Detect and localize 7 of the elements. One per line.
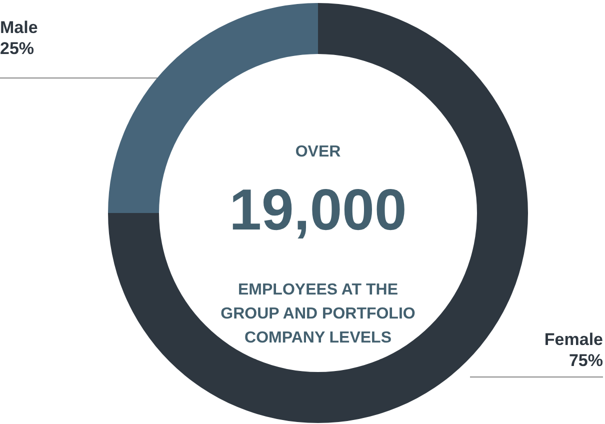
slice-label: Female [544,330,603,349]
data-label: 25% [0,39,34,58]
text: 19,000 [229,178,407,242]
text: EMPLOYEES AT THE GROUP AND PORTFOLIO COMPANY LEVELS [220,282,416,346]
text: OVER [295,144,342,160]
data-label: 75% [568,351,603,370]
slice-label: Male [0,18,38,37]
